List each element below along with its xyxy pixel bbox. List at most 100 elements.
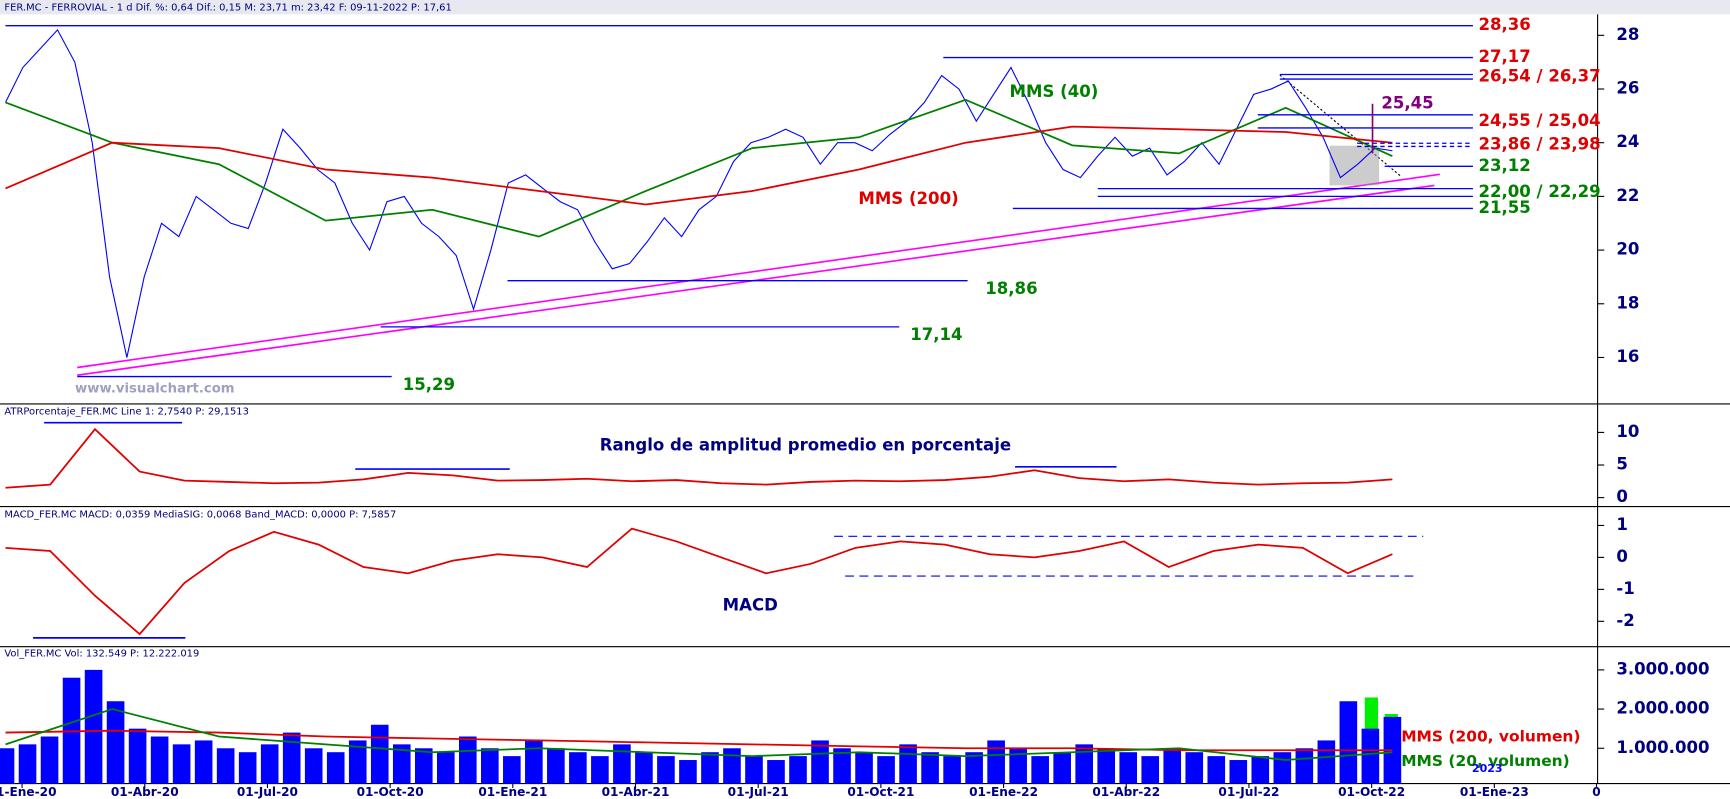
y-tick-label: 2.000.000 (1616, 699, 1709, 718)
volume-bar (877, 756, 895, 784)
level-label: 15,29 (403, 375, 455, 394)
level-label: 21,55 (1478, 198, 1530, 217)
volume-bar (1053, 752, 1071, 784)
annotation: MACD (723, 595, 778, 614)
y-tick-label: 20 (1616, 240, 1639, 259)
volume-bar (921, 752, 939, 784)
y-tick-label: 16 (1616, 347, 1639, 366)
volume-bar (1229, 760, 1248, 784)
series-line (5, 98, 1393, 238)
series-line (5, 708, 1393, 761)
panel-title: ATRPorcentaje_FER.MC Line 1: 2,7540 P: 2… (4, 407, 248, 418)
x-tick-label: 01-Ene-22 (969, 785, 1038, 799)
panel-title: MACD_FER.MC MACD: 0,0359 MediaSIG: 0,006… (4, 509, 396, 520)
panel-title: Vol_FER.MC Vol: 132.549 P: 12.222.019 (4, 648, 199, 659)
level-label: 23,12 (1478, 156, 1530, 175)
volume-bar (1295, 748, 1314, 784)
volume-bar (1075, 744, 1093, 784)
volume-bar (1097, 748, 1116, 784)
volume-bar (128, 728, 147, 784)
annotation: Ranglo de amplitud promedio en porcentaj… (600, 435, 1011, 454)
volume-bar (459, 736, 477, 784)
volume-bar (525, 740, 543, 784)
volume-bar (1141, 756, 1160, 784)
x-tick-label: 01-Oct-20 (357, 785, 424, 799)
x-tick-label: 01-Jul-20 (237, 785, 298, 799)
volume-bar (238, 752, 257, 784)
volume-bar (392, 744, 411, 784)
y-tick-label: 10 (1616, 422, 1639, 441)
level-label: 17,14 (910, 325, 962, 344)
level-label: 28,36 (1478, 15, 1530, 34)
x-tick-label: 01-Jul-21 (728, 785, 789, 799)
y-tick-label: 1 (1616, 515, 1628, 534)
volume-bar (1163, 748, 1182, 784)
series-label: MMS (200) (858, 189, 958, 208)
volume-bar (635, 752, 653, 784)
x-tick-label: 01-Oct-22 (1338, 785, 1405, 799)
volume-bar (591, 756, 609, 784)
y-tick-label: -1 (1616, 579, 1634, 598)
volume-bar (1339, 701, 1358, 784)
legend-label: MMS (20, volumen) (1401, 752, 1570, 770)
volume-bar (1185, 752, 1204, 784)
volume-bar (899, 744, 917, 784)
volume-bar (172, 744, 191, 784)
y-tick-label: 0 (1616, 547, 1628, 566)
title-bar (0, 0, 1730, 15)
y-tick-label: 18 (1616, 293, 1639, 312)
volume-bar (657, 756, 675, 784)
volume-bar (1207, 756, 1226, 784)
legend-label: MMS (200, volumen) (1401, 728, 1580, 746)
volume-bar (943, 756, 961, 784)
volume-bar (833, 748, 851, 784)
volume-bar (370, 724, 389, 784)
header-text: FER.MC - FERROVIAL - 1 d Dif. %: 0,64 Di… (4, 3, 451, 14)
volume-bar (481, 748, 499, 784)
volume-bar (1031, 756, 1049, 784)
volume-bar (106, 701, 125, 784)
volume-bar (1251, 756, 1270, 784)
y-tick-label: 24 (1616, 132, 1639, 151)
volume-bar (194, 740, 213, 784)
volume-bar (304, 748, 323, 784)
watermark: www.visualchart.com (75, 381, 235, 396)
volume-bar (569, 752, 587, 784)
level-label: 22,00 / 22,29 (1478, 182, 1600, 201)
volume-bar (216, 748, 235, 784)
volume-bar (40, 736, 59, 784)
volume-bar (150, 736, 169, 784)
level-label: 23,86 / 23,98 (1478, 134, 1600, 153)
volume-bar (547, 748, 565, 784)
volume-bar (811, 740, 829, 784)
y-tick-label: 22 (1616, 186, 1639, 205)
series-line (5, 427, 1393, 489)
x-tick-label: 01-Jul-22 (1218, 785, 1279, 799)
volume-bar (745, 756, 763, 784)
volume-bar (1119, 752, 1138, 784)
volume-bar (613, 744, 631, 784)
volume-bar (1009, 748, 1027, 784)
level-label: 24,55 / 25,04 (1478, 111, 1600, 130)
y-tick-label: 0 (1616, 487, 1628, 506)
x-tick-label: 0 (1592, 785, 1600, 799)
x-tick-label: 01-Abr-22 (1092, 785, 1160, 799)
trend-line (77, 173, 1440, 369)
volume-bar (679, 760, 697, 784)
annotation: 2023 (1472, 762, 1503, 775)
volume-bar (414, 748, 433, 784)
volume-bar (436, 752, 455, 784)
series-line (5, 527, 1393, 636)
volume-bar (767, 760, 785, 784)
series-line (5, 729, 1393, 752)
y-tick-label: -2 (1616, 611, 1634, 630)
volume-bar (326, 752, 345, 784)
series-label: MMS (40) (1010, 82, 1099, 101)
volume-bar (282, 732, 301, 784)
volume-bar (1361, 728, 1380, 784)
y-tick-label: 3.000.000 (1616, 659, 1709, 678)
level-label: 25,45 (1381, 93, 1433, 112)
level-label: 26,54 / 26,37 (1478, 66, 1600, 85)
x-tick-label: 01-Abr-21 (602, 785, 670, 799)
